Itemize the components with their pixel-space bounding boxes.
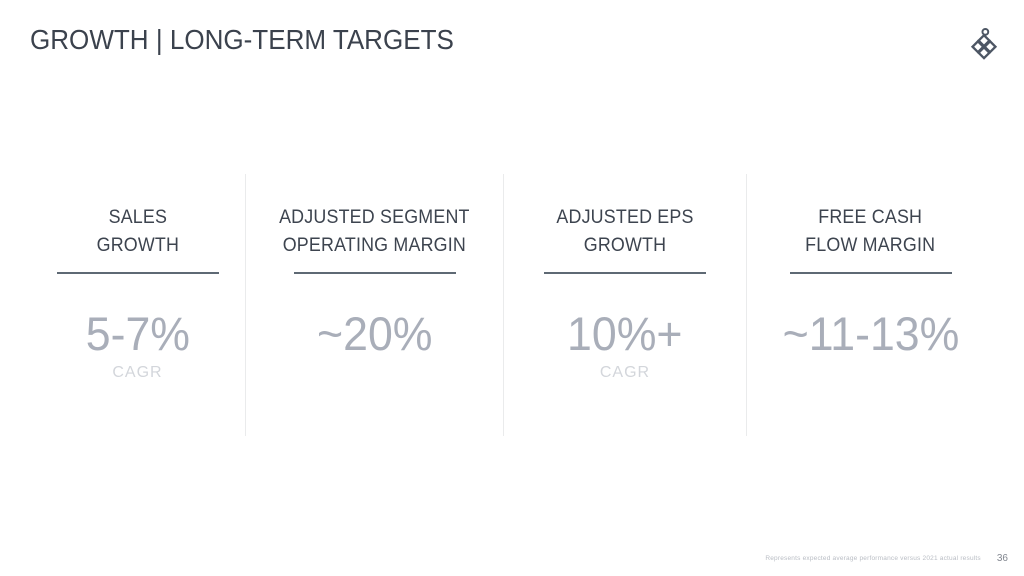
metric-label: SALES GROWTH bbox=[96, 207, 179, 256]
footnote-text: Represents expected average performance … bbox=[765, 555, 981, 562]
metric-qualifier: CAGR bbox=[599, 364, 651, 381]
metric-value: ~11-13% bbox=[782, 307, 959, 360]
metrics-band: SALES GROWTH 5-7% CAGR ADJUSTED SEGMENT … bbox=[30, 174, 994, 436]
metric-label: ADJUSTED SEGMENT OPERATING MARGIN bbox=[279, 207, 470, 256]
metric-qualifier: CAGR bbox=[112, 364, 163, 381]
metric-value: 10%+ bbox=[567, 307, 683, 360]
metric-underline bbox=[544, 272, 706, 274]
metric-underline bbox=[293, 272, 456, 274]
metric-value: ~20% bbox=[316, 307, 433, 360]
metric-value: 5-7% bbox=[85, 307, 190, 360]
metric-underline bbox=[789, 272, 952, 274]
metric-free-cash-flow-margin: FREE CASH FLOW MARGIN ~11-13% bbox=[746, 174, 994, 436]
metric-label: FREE CASH FLOW MARGIN bbox=[805, 207, 936, 256]
metric-adjusted-eps-growth: ADJUSTED EPS GROWTH 10%+ CAGR bbox=[503, 174, 746, 436]
slide-footer: Represents expected average performance … bbox=[765, 553, 1008, 564]
metric-underline bbox=[56, 272, 219, 274]
metric-adjusted-segment-operating-margin: ADJUSTED SEGMENT OPERATING MARGIN ~20% bbox=[245, 174, 503, 436]
page-number: 36 bbox=[996, 553, 1008, 564]
slide-title: GROWTH | LONG-TERM TARGETS bbox=[30, 24, 454, 55]
metric-label: ADJUSTED EPS GROWTH bbox=[556, 207, 694, 256]
metric-sales-growth: SALES GROWTH 5-7% CAGR bbox=[30, 174, 245, 436]
company-logo-icon bbox=[970, 27, 998, 60]
